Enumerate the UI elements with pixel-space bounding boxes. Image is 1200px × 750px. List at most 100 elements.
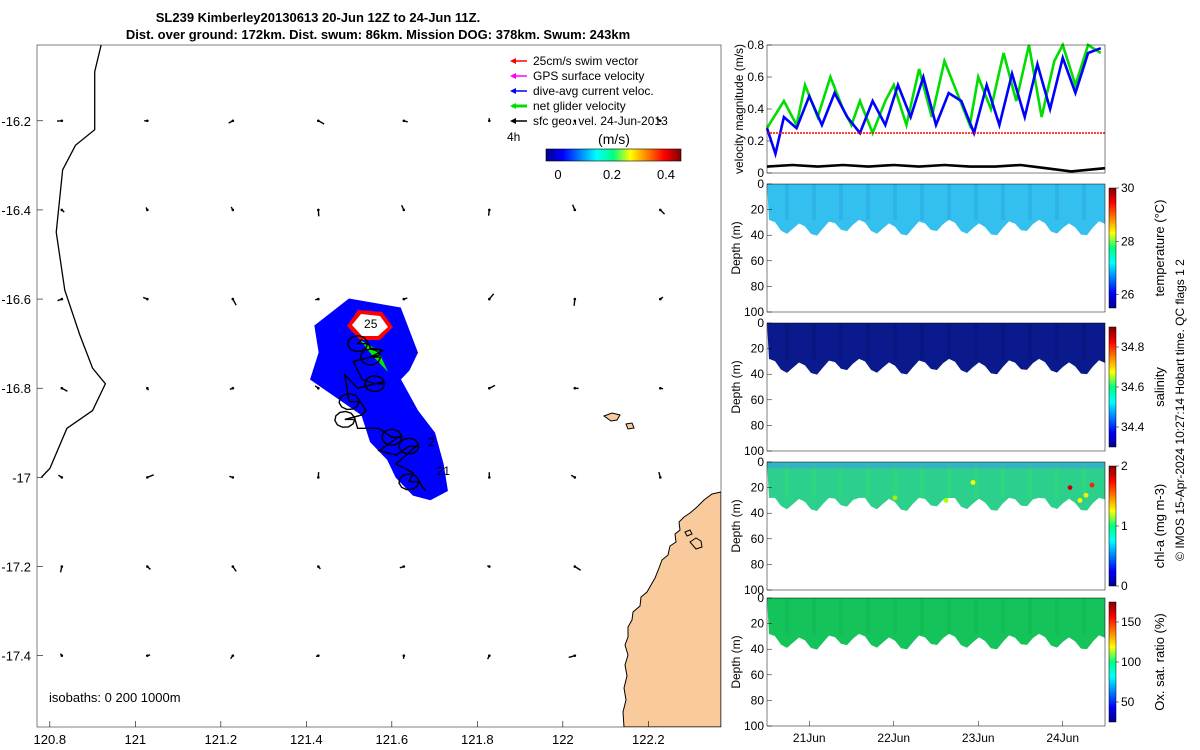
sfc-velocity-dot: [231, 565, 235, 568]
chla-hotspot: [943, 498, 949, 503]
chla-hotspot: [1083, 492, 1089, 498]
profile-stripe: [1055, 462, 1059, 498]
sfc-velocity-dot: [488, 654, 491, 657]
day-labels: 25 2 21: [364, 317, 450, 478]
profile-y-tick-label: 20: [751, 617, 765, 631]
profile-y-tick-label: 20: [751, 481, 765, 495]
glider-track: [334, 334, 427, 492]
profile-y-tick-label: 0: [757, 316, 764, 330]
sfc-velocity-dot: [231, 476, 235, 479]
time-tick-label: 22Jun: [877, 731, 910, 745]
sfc-velocity-dot: [231, 297, 235, 301]
colorbar-tick-label: 2: [1121, 459, 1128, 473]
sfc-velocity-dot: [317, 654, 320, 657]
profile-stripe: [1055, 323, 1059, 359]
colorbar-tick-label: 34.4: [1121, 420, 1145, 434]
colorbar-tick-label: 34.6: [1121, 380, 1145, 394]
legend-interval-label: 4h: [507, 130, 520, 144]
time-tick-label: 23Jun: [962, 731, 995, 745]
profile-stripe: [839, 184, 843, 220]
profile-stripe: [920, 184, 924, 220]
chla-hotspot: [892, 495, 898, 501]
island-1: [602, 412, 621, 422]
profile-y-tick-label: 40: [751, 642, 765, 656]
sfc-velocity-dot: [60, 208, 64, 212]
profile-stripe: [947, 323, 951, 359]
profile-y-tick-label: 80: [751, 557, 765, 571]
profile-stripe: [839, 598, 843, 634]
profile-stripe: [812, 598, 816, 634]
imos-credit: © IMOS 15-Apr-2024 10:27:14 Hobart time.…: [1173, 259, 1187, 561]
map-x-tick-label: 120.8: [34, 732, 67, 747]
sfc-velocity-dot: [402, 565, 406, 568]
profile-y-tick-label: 100: [744, 583, 764, 597]
legend-arrowhead: [510, 73, 516, 79]
sfc-velocity-dot: [402, 297, 406, 301]
profile-frame: [766, 461, 1106, 591]
profile-y-tick-label: 60: [751, 532, 765, 546]
sfc-velocity-dot: [488, 386, 491, 390]
profile-stripe: [839, 323, 843, 359]
sfc-velocity-dot: [488, 297, 491, 301]
sfc-velocity-dot: [317, 565, 320, 568]
velocity-y-tick-label: 0.8: [747, 38, 764, 52]
map-x-tick-label: 121.2: [205, 732, 238, 747]
map-x-tick-label: 122.2: [632, 732, 665, 747]
sfc-velocity-dot: [146, 297, 149, 301]
profile-stripe: [1082, 598, 1086, 634]
colorbar-tick-label: 0.4: [657, 167, 675, 182]
profile-stripe: [920, 462, 924, 498]
profile-y-tick-label: 80: [751, 693, 765, 707]
sfc-velocity-dot: [231, 119, 235, 123]
legend-arrowhead: [510, 118, 516, 124]
sfc-velocity-dot: [402, 208, 406, 212]
profile-stripe: [812, 184, 816, 220]
colorbar-tick-label: 1: [1121, 519, 1128, 533]
isobath-label: isobaths: 0 200 1000m: [49, 690, 181, 705]
time-tick-label: 24Jun: [1046, 731, 1079, 745]
profile-y-tick-label: 60: [751, 254, 765, 268]
colorbar-tick-label: 0: [554, 167, 561, 182]
profile-colorbar: [1108, 187, 1117, 309]
map-frame: [36, 44, 722, 728]
temperature-panel: 0 20 40 60 80 100 Depth (m) 26 28 30 temperature (…: [729, 177, 1167, 319]
chart-title-line1: SL239 Kimberley20130613 20-Jun 12Z to 24…: [156, 10, 480, 25]
chla-hotspot: [970, 480, 976, 485]
profile-stripe: [1055, 184, 1059, 220]
sfc-velocity-dot: [659, 297, 662, 301]
profile-stripe: [785, 323, 789, 359]
velocity-y-label: velocity magnitude (m/s): [732, 44, 746, 174]
sfc-velocity-dot: [146, 119, 149, 123]
surface-velocity-arrows: [56, 117, 666, 660]
velocity-y-tick-label: 0.4: [747, 102, 764, 116]
chla-hotspot: [1077, 498, 1083, 503]
profile-stripe: [893, 462, 897, 498]
sfc-velocity-dot: [488, 476, 491, 479]
colorbar-tick-label: 30: [1121, 181, 1135, 195]
profile-y-tick-label: 0: [757, 455, 764, 469]
sfc-velocity-dot: [60, 119, 64, 123]
sfc-velocity-dot: [146, 654, 149, 657]
time-tick-label: 21Jun: [793, 731, 826, 745]
day-label: 21: [437, 464, 451, 478]
colorbar-tick-label: 26: [1121, 288, 1135, 302]
profile-y-tick-label: 60: [751, 393, 765, 407]
colorbar-tick-label: 100: [1121, 655, 1141, 669]
profile-stripe: [1028, 462, 1032, 498]
profile-data-field: [767, 323, 1105, 375]
profile-stripe: [1082, 323, 1086, 359]
colorbar-tick-label: 0.2: [603, 167, 621, 182]
profile-y-tick-label: 40: [751, 367, 765, 381]
chla-surface-band: [767, 462, 1105, 469]
profile-stripe: [974, 323, 978, 359]
profile-stripe: [866, 462, 870, 498]
profile-y-label: Depth (m): [729, 221, 743, 274]
profile-stripe: [785, 462, 789, 498]
velocity-panel: 0 0.2 0.4 0.6 0.8 velocity magnitude (m/s): [732, 38, 1106, 180]
profile-stripe: [893, 184, 897, 220]
sfc-velocity-dot: [231, 654, 235, 657]
profile-stripe: [785, 598, 789, 634]
chla-hotspot: [1067, 485, 1073, 490]
profile-stripe: [812, 323, 816, 359]
sfc-velocity-dot: [488, 208, 491, 212]
